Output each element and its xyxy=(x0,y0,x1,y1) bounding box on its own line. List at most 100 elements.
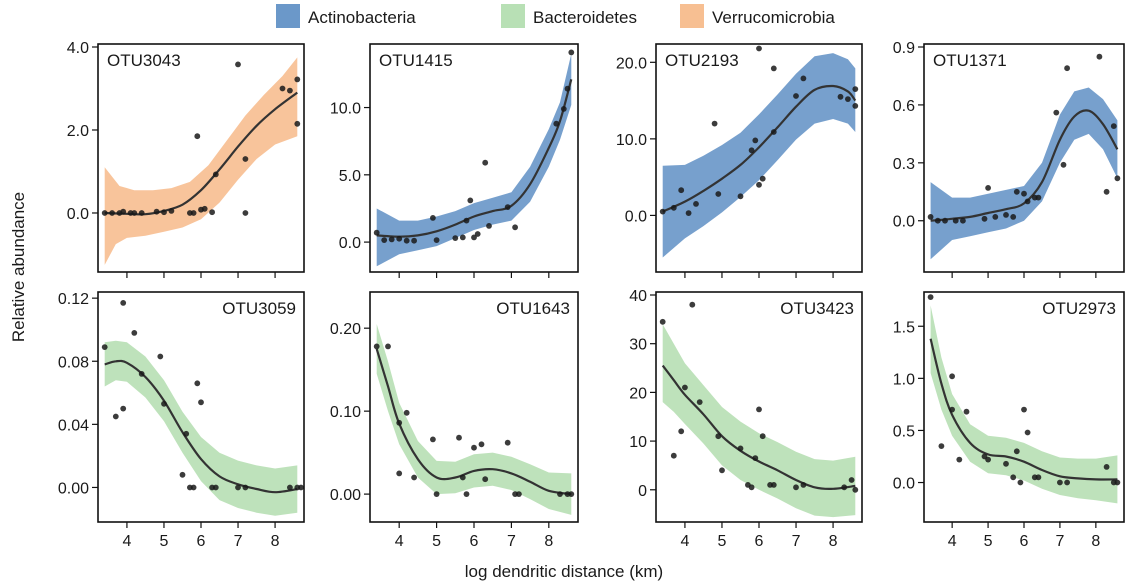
legend-swatch-actinobacteria xyxy=(276,4,300,28)
data-point xyxy=(459,474,466,481)
data-point xyxy=(1024,198,1031,205)
data-point xyxy=(1013,188,1020,195)
legend-label-verrucomicrobia: Verrucomicrobia xyxy=(712,8,835,27)
data-point xyxy=(471,234,477,241)
y-tick-label: 0.9 xyxy=(893,40,915,57)
confidence-band xyxy=(930,305,1118,504)
data-point xyxy=(1103,188,1110,195)
data-point xyxy=(512,224,518,231)
fit-line xyxy=(376,79,573,238)
data-point xyxy=(568,491,575,497)
data-point xyxy=(715,191,722,197)
data-point xyxy=(294,120,301,127)
x-tick-label: 5 xyxy=(432,533,441,550)
y-tick-label: 0.12 xyxy=(58,291,89,308)
data-point xyxy=(411,474,417,481)
data-point xyxy=(752,137,759,144)
data-point xyxy=(942,217,948,224)
data-point xyxy=(190,484,197,491)
data-point xyxy=(682,384,688,391)
data-point xyxy=(157,353,164,360)
data-point xyxy=(396,235,403,242)
data-point xyxy=(287,484,293,491)
data-point xyxy=(852,486,859,493)
data-point xyxy=(161,209,167,216)
plot-area xyxy=(373,324,575,515)
data-point xyxy=(486,223,492,229)
data-point xyxy=(737,193,744,200)
legend-label-bacteroidetes: Bacteroidetes xyxy=(533,8,637,27)
legend: Actinobacteria Bacteroidetes Verrucomicr… xyxy=(276,4,835,28)
panel-title: OTU2973 xyxy=(1042,299,1116,318)
panel-otu2193: 0.0 10.0 20.0 OTU2193 xyxy=(616,43,863,278)
y-tick-label: 40 xyxy=(629,288,647,305)
x-tick-label: 7 xyxy=(234,533,243,550)
data-point xyxy=(101,344,108,350)
data-point xyxy=(985,456,991,463)
data-point xyxy=(198,399,204,406)
x-tick-label: 4 xyxy=(948,533,957,550)
y-tick-label: 0.10 xyxy=(330,404,361,421)
data-point xyxy=(381,237,388,244)
x-tick-label: 5 xyxy=(160,533,169,550)
data-point xyxy=(841,484,848,491)
fit-line xyxy=(662,84,857,213)
panel-frame xyxy=(97,43,305,273)
y-tick-label: 0.0 xyxy=(339,235,361,252)
data-point xyxy=(696,399,703,405)
data-point xyxy=(120,300,127,306)
y-tick-label: 0.0 xyxy=(893,476,915,493)
data-point xyxy=(564,85,571,92)
data-point xyxy=(131,330,138,336)
data-point xyxy=(748,147,755,154)
y-tick-label: 0.04 xyxy=(58,417,89,434)
x-tick-label: 8 xyxy=(829,533,838,550)
y-tick-label: 20 xyxy=(629,385,647,402)
data-point xyxy=(109,210,115,216)
data-point xyxy=(715,433,722,440)
confidence-band xyxy=(662,53,856,258)
data-point xyxy=(659,208,666,215)
plot-area xyxy=(659,45,859,258)
x-tick-label: 8 xyxy=(1091,533,1100,550)
y-tick-label: 0.0 xyxy=(893,214,915,231)
fit-line xyxy=(929,338,1118,481)
fit-line xyxy=(104,359,298,494)
data-point xyxy=(985,185,991,191)
data-point xyxy=(433,491,440,497)
plot-area xyxy=(927,294,1121,504)
data-point xyxy=(201,205,208,212)
data-point xyxy=(1035,474,1042,481)
data-point xyxy=(194,133,201,140)
data-point xyxy=(960,217,966,224)
data-point xyxy=(678,187,685,194)
x-tick-label: 6 xyxy=(755,533,764,550)
data-point xyxy=(756,181,762,188)
y-tick-label: 0.00 xyxy=(330,487,361,504)
data-point xyxy=(294,76,301,83)
panel-otu3423: 0 10 20 30 40 4 5 6 7 8 OTU3423 xyxy=(629,288,863,550)
data-point xyxy=(463,491,470,497)
data-point xyxy=(800,75,807,82)
data-point xyxy=(131,210,138,216)
data-point xyxy=(235,61,241,68)
data-point xyxy=(1021,406,1027,413)
y-axis-label: Relative abundance xyxy=(9,192,28,342)
data-point xyxy=(179,471,186,478)
x-tick-label: 7 xyxy=(507,533,516,550)
data-point xyxy=(1064,65,1070,72)
y-tick-label: 5.0 xyxy=(339,168,361,185)
data-point xyxy=(403,409,410,416)
data-point xyxy=(463,217,470,224)
data-point xyxy=(467,197,474,204)
data-point xyxy=(298,484,304,491)
data-point xyxy=(1064,479,1070,486)
data-point xyxy=(385,343,391,350)
x-tick-label: 8 xyxy=(271,533,280,550)
fit-line xyxy=(930,109,1119,222)
x-tick-label: 6 xyxy=(1020,533,1029,550)
data-point xyxy=(981,215,988,222)
data-point xyxy=(759,433,766,440)
data-point xyxy=(504,439,511,446)
